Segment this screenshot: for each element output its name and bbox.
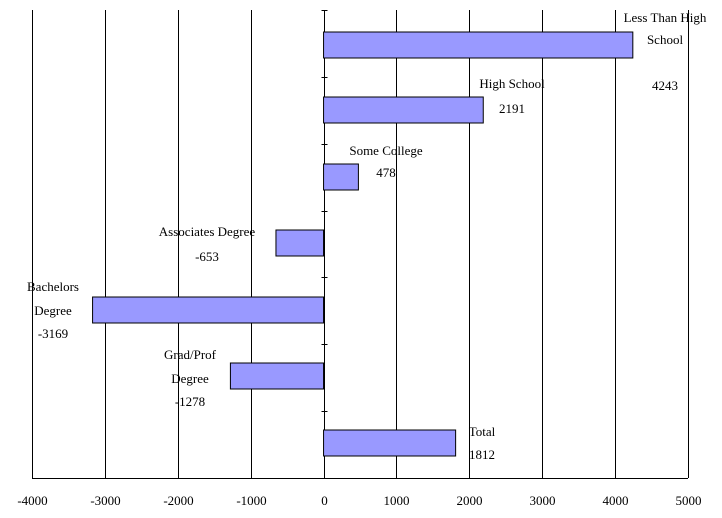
category-label: Some College bbox=[349, 143, 423, 158]
value-label: -653 bbox=[195, 249, 219, 264]
value-label: -3169 bbox=[38, 326, 68, 341]
x-tick-label: 3000 bbox=[530, 493, 556, 508]
bar-high-school bbox=[323, 96, 484, 124]
category-label: Degree bbox=[34, 303, 72, 318]
category-label: School bbox=[647, 32, 684, 47]
x-tick-label: 0 bbox=[321, 493, 328, 508]
x-tick-label: 5000 bbox=[676, 493, 702, 508]
category-label: Less Than High bbox=[624, 10, 707, 25]
bar-less-than-high-school bbox=[323, 31, 634, 59]
gridlines bbox=[32, 10, 689, 478]
labels: -4000 -3000 -2000 -1000 0 1000 2000 3000 4000 500… bbox=[17, 10, 707, 508]
bar-grad-prof-degree bbox=[229, 362, 325, 390]
bar-some-college bbox=[323, 163, 359, 191]
bar-associates-degree bbox=[275, 229, 325, 257]
category-label: Total bbox=[469, 424, 496, 439]
x-tick-label: -2000 bbox=[163, 493, 193, 508]
category-label: Bachelors bbox=[27, 279, 79, 294]
value-label: -1278 bbox=[175, 394, 205, 409]
x-tick-label: -4000 bbox=[17, 493, 47, 508]
x-tick-label: -1000 bbox=[236, 493, 266, 508]
category-label: Grad/Prof bbox=[164, 347, 217, 362]
x-tick-label: 4000 bbox=[603, 493, 629, 508]
bar-bachelors-degree bbox=[92, 296, 325, 324]
category-label: High School bbox=[479, 76, 545, 91]
x-tick-label: 2000 bbox=[457, 493, 483, 508]
value-label: 4243 bbox=[652, 78, 678, 93]
x-tick-label: -3000 bbox=[90, 493, 120, 508]
x-tick-label: 1000 bbox=[384, 493, 410, 508]
value-label: 478 bbox=[376, 165, 396, 180]
value-label: 1812 bbox=[469, 447, 495, 462]
category-label: Associates Degree bbox=[159, 224, 256, 239]
category-label: Degree bbox=[171, 371, 209, 386]
bar-total bbox=[323, 429, 457, 457]
axis bbox=[32, 10, 688, 479]
bars bbox=[92, 31, 634, 457]
value-label: 2191 bbox=[499, 101, 525, 116]
